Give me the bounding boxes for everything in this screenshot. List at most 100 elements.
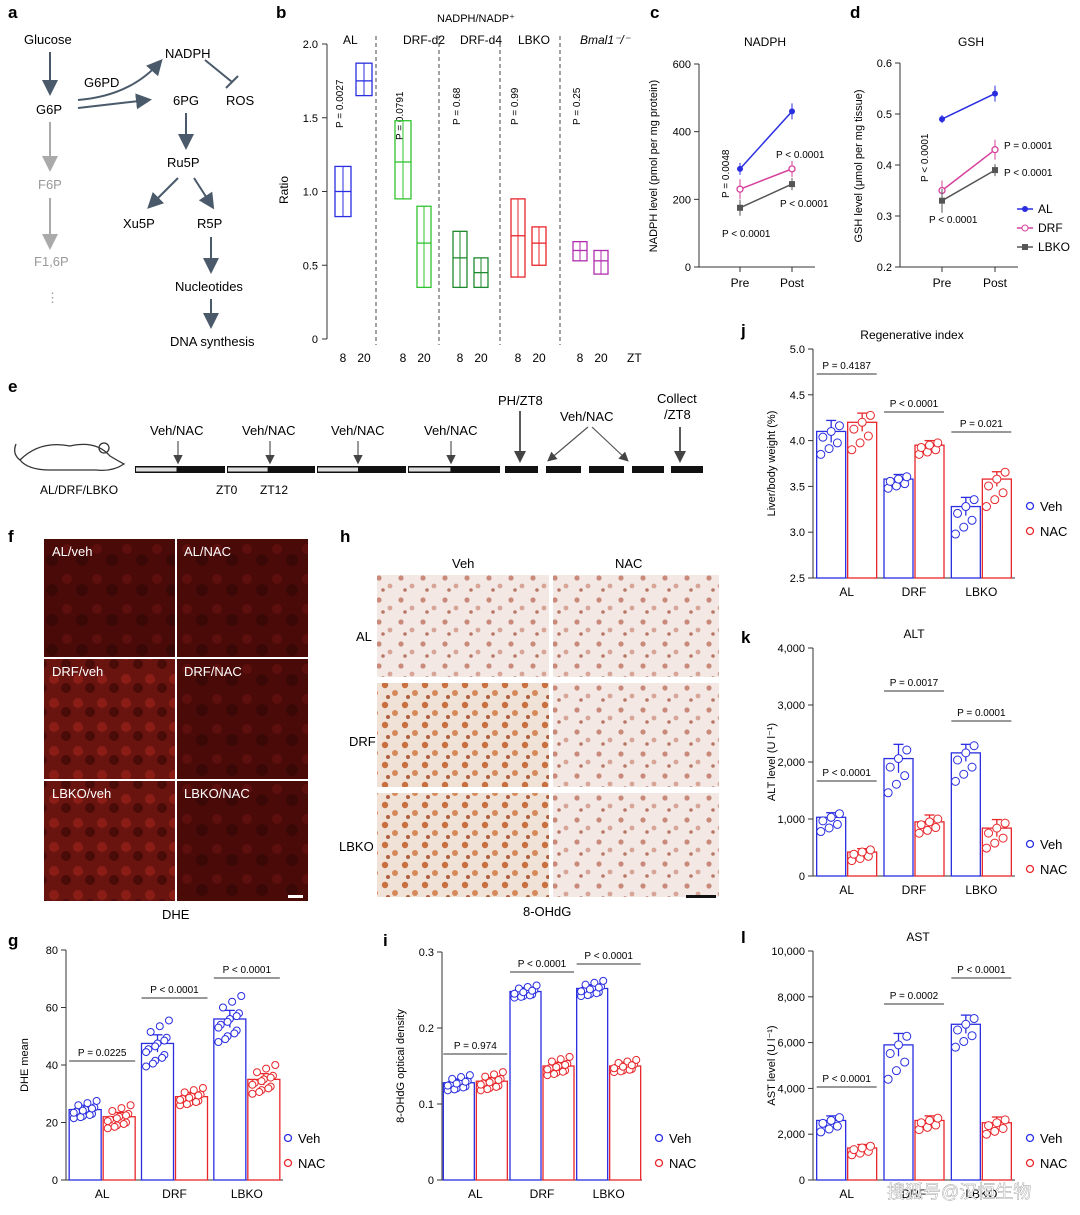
l-chart-dot [883, 1074, 893, 1084]
g-chart-dot [85, 1110, 94, 1119]
chart-b-axis: 0 0.5 1.0 1.5 2.0 AL P = 0.0027 8 20 DRF-d2 P = 0.… [303, 33, 632, 365]
panel-i: i 8-OHdG optical density 0 0.1 0.2 0.3 AL P = … [383, 931, 696, 1201]
g-chart-dot [214, 1038, 223, 1046]
panel-k: k ALT ALT level (U l⁻¹) 0 1,000 2,000 3,000 4,… [741, 627, 1067, 897]
dhe-label-al-nac: AL/NAC [184, 544, 231, 559]
g-chart-legend-label: NAC [298, 1156, 325, 1171]
g-chart-dot [146, 1027, 155, 1036]
histo-al-nac [553, 575, 719, 677]
panel-h: h Veh NAC AL DRF LBKO 8-OHdG [339, 527, 719, 919]
j-chart-ytick-label: 4.0 [790, 436, 805, 448]
chart-d-p2: P < 0.0001 [929, 215, 978, 226]
l-chart-dot [984, 1121, 994, 1131]
l-chart-dot [894, 1040, 903, 1050]
i-chart-pvalue: P < 0.0001 [518, 959, 567, 970]
g-chart-ytick-label: 80 [46, 945, 58, 957]
dna-synthesis-label: DNA synthesis [170, 334, 255, 349]
g-chart-ytick-label: 0 [52, 1175, 58, 1187]
k-chart-dot [891, 779, 901, 789]
histo-drf-nac [553, 683, 719, 787]
treatment-arrow [547, 426, 589, 462]
k-chart-dot [894, 754, 903, 764]
i-chart-dot [490, 1070, 499, 1079]
dhe-image-drf-nac [177, 659, 308, 779]
g-chart-dot [112, 1114, 121, 1123]
g-chart-dot [148, 1059, 157, 1068]
g-chart-dot [214, 1023, 223, 1032]
g-chart-dot [252, 1068, 261, 1077]
l-chart-dot [998, 1123, 1008, 1133]
timeline-day [546, 466, 581, 473]
j-chart-xtick-label: DRF [902, 585, 927, 599]
chart-k: ALT ALT level (U l⁻¹) 0 1,000 2,000 3,000 4,00… [766, 627, 1067, 897]
j-chart-dot [832, 438, 842, 448]
i-chart-dot [550, 1069, 559, 1078]
d-chart-ytick-label: 0.6 [877, 58, 892, 70]
k-chart-dot [885, 762, 895, 772]
panel-letter-h: h [340, 527, 350, 546]
g-chart-dot [88, 1104, 97, 1113]
ph-label: PH/ZT8 [498, 393, 543, 408]
k-chart-dot [816, 827, 826, 837]
j-chart-dot [984, 481, 994, 491]
j-chart-dot [894, 474, 903, 484]
k-chart-dot [857, 847, 867, 857]
dhe-image-lbko-nac [177, 781, 308, 901]
c-chart-series-line [739, 110, 793, 170]
timeline-segment [227, 466, 315, 473]
zt0-label: ZT0 [216, 483, 238, 497]
collect-label: Collect [657, 391, 697, 406]
g-chart-dot [164, 1016, 173, 1025]
g-chart-dot [266, 1073, 275, 1082]
zt12-label: ZT12 [260, 483, 288, 497]
chart-b-xtick: 20 [474, 351, 488, 365]
dhe-image-drf-veh [44, 659, 175, 779]
panel-letter-a: a [8, 3, 18, 22]
j-chart-dot [950, 529, 960, 539]
l-chart-dot [834, 1113, 844, 1123]
chart-c-p4: P < 0.0001 [722, 229, 771, 240]
treat-2: Veh/NAC [242, 423, 295, 438]
g-chart-dot [223, 1017, 232, 1026]
j-chart-dot [990, 495, 1000, 505]
l-chart-ytick-label: 10,000 [771, 946, 805, 958]
i-chart-bar [475, 1080, 508, 1181]
g-chart-xtick-label: DRF [162, 1187, 187, 1201]
k-chart-dot [931, 823, 941, 833]
k-chart-dot [933, 814, 943, 824]
k-chart-dot [914, 828, 924, 838]
g-chart-dot [103, 1117, 112, 1126]
i-chart-dot [585, 985, 594, 994]
g-chart-xtick-label: LBKO [231, 1187, 263, 1201]
k-chart-dot [916, 820, 926, 830]
timeline-light-phase [318, 467, 359, 472]
l-chart-dot [953, 1025, 963, 1035]
g-chart-dot [182, 1100, 191, 1109]
scale-bar [288, 895, 303, 898]
dhe-label-drf-nac: DRF/NAC [184, 664, 242, 679]
d-chart-xtick-label: Pre [933, 276, 952, 290]
l-chart-dot [992, 1118, 1002, 1128]
histo-row-al: AL [356, 629, 372, 644]
l-chart-dot [959, 1036, 969, 1046]
g-chart-dot [232, 1012, 241, 1021]
chart-b-xtick: 8 [577, 351, 584, 365]
chart-d-p1: P < 0.0001 [920, 133, 931, 182]
l-chart-dot [933, 1113, 943, 1123]
j-chart-dot [916, 442, 926, 452]
i-chart-legend-label: NAC [669, 1156, 696, 1171]
panel-letter-b: b [276, 3, 286, 22]
g-chart-legend-marker [283, 1133, 293, 1143]
chart-b-group-label: DRF-d2 [403, 33, 445, 47]
k-chart-xtick-label: LBKO [965, 883, 997, 897]
k-chart-legend-label: NAC [1040, 862, 1067, 877]
i-chart-bar [609, 1065, 642, 1181]
k-chart-ytick-label: 2,000 [777, 757, 805, 769]
j-chart-dot [967, 515, 977, 525]
j-chart-dot [1000, 467, 1010, 477]
g-chart-dot [119, 1119, 128, 1128]
j-chart-ytick-label: 2.5 [790, 573, 805, 585]
panel-letter-c: c [650, 3, 659, 22]
k-chart-xtick-label: DRF [902, 883, 927, 897]
g-chart-dot [194, 1091, 203, 1100]
